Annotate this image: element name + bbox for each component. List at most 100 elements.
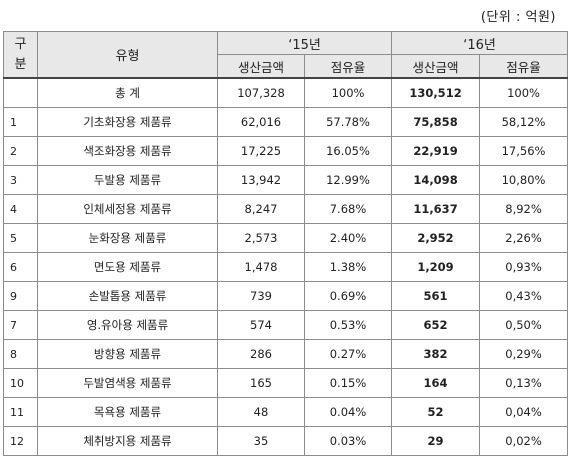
production-2015: 165: [217, 368, 305, 398]
gubun-header: 구 분: [3, 31, 38, 79]
row-number: 12: [3, 426, 38, 456]
year-2015-header: ‘15년: [216, 31, 393, 55]
share-2015: 12.99%: [303, 165, 393, 195]
production-2016: 652: [391, 310, 481, 340]
table-row: 3 두발용 제품류 13,942 12.99% 14,098 10,80%: [3, 165, 569, 195]
production-2016: 130,512: [391, 77, 481, 108]
product-type: 목욕용 제품류: [37, 397, 218, 427]
share-2015: 0.69%: [303, 281, 393, 311]
table-row: 12 체취방지용 제품류 35 0.03% 29 0,02%: [3, 426, 569, 456]
type-header: 유형: [37, 31, 218, 79]
production-2016: 1,209: [391, 252, 481, 282]
production-2015: 13,942: [217, 165, 305, 195]
row-number: 8: [3, 339, 38, 369]
share-2015: 0.53%: [303, 310, 393, 340]
production-2016: 29: [391, 426, 481, 456]
row-number: 4: [3, 194, 38, 224]
product-type: 손발톱용 제품류: [37, 281, 218, 311]
share-2016: 0,13%: [479, 368, 569, 398]
product-type: 체취방지용 제품류: [37, 426, 218, 456]
share-2015: 0.27%: [303, 339, 393, 369]
production-2015: 8,247: [217, 194, 305, 224]
share-2015: 0.15%: [303, 368, 393, 398]
share-2016-header: 점유율: [479, 54, 569, 79]
production-2015: 1,478: [217, 252, 305, 282]
prod-2016-header: 생산금액: [391, 54, 481, 79]
share-2016: 2,26%: [479, 223, 569, 253]
share-2016: 10,80%: [479, 165, 569, 195]
production-2015: 35: [217, 426, 305, 456]
production-2016: 14,098: [391, 165, 481, 195]
share-2016: 100%: [479, 77, 569, 108]
table-row: 11 목욕용 제품류 48 0.04% 52 0,04%: [3, 397, 569, 427]
production-2016: 75,858: [391, 107, 481, 137]
production-2015: 739: [217, 281, 305, 311]
share-2015: 2.40%: [303, 223, 393, 253]
product-type: 색조화장용 제품류: [37, 136, 218, 166]
row-number: 2: [3, 136, 38, 166]
table-row: 2 색조화장용 제품류 17,225 16.05% 22,919 17,56%: [3, 136, 569, 166]
share-2016: 58,12%: [479, 107, 569, 137]
product-type: 인체세정용 제품류: [37, 194, 218, 224]
table-row: 4 인체세정용 제품류 8,247 7.68% 11,637 8,92%: [3, 194, 569, 224]
share-2015: 0.03%: [303, 426, 393, 456]
table-row: 7 영.유아용 제품류 574 0.53% 652 0,50%: [3, 310, 569, 340]
table-row: 8 방향용 제품류 286 0.27% 382 0,29%: [3, 339, 569, 369]
product-type: 영.유아용 제품류: [37, 310, 218, 340]
production-2015: 286: [217, 339, 305, 369]
share-2016: 0,04%: [479, 397, 569, 427]
table-row: 10 두발염색용 제품류 165 0.15% 164 0,13%: [3, 368, 569, 398]
production-2015: 2,573: [217, 223, 305, 253]
share-2015: 57.78%: [303, 107, 393, 137]
production-2016: 2,952: [391, 223, 481, 253]
prod-2015-header: 생산금액: [217, 54, 305, 79]
table-row: 9 손발톱용 제품류 739 0.69% 561 0,43%: [3, 281, 569, 311]
row-number: 1: [3, 107, 38, 137]
production-2016: 382: [391, 339, 481, 369]
row-number: 11: [3, 397, 38, 427]
share-2015: 7.68%: [303, 194, 393, 224]
share-2015: 100%: [303, 77, 393, 108]
product-type: 두발용 제품류: [37, 165, 218, 195]
share-2015: 1.38%: [303, 252, 393, 282]
total-row: 총 계 107,328 100% 130,512 100%: [3, 77, 569, 108]
share-2016: 0,43%: [479, 281, 569, 311]
share-2016: 0,50%: [479, 310, 569, 340]
production-table: 구 분 유형 ‘15년 ‘16년 생산금액 점유율 생산금액 점유율 총 계 10…: [3, 31, 569, 456]
product-type: 면도용 제품류: [37, 252, 218, 282]
product-type: 두발염색용 제품류: [37, 368, 218, 398]
table-row: 1 기초화장용 제품류 62,016 57.78% 75,858 58,12%: [3, 107, 569, 137]
production-2015: 62,016: [217, 107, 305, 137]
production-2015: 107,328: [217, 77, 305, 108]
share-2015: 0.04%: [303, 397, 393, 427]
share-2016: 0,93%: [479, 252, 569, 282]
production-2016: 22,919: [391, 136, 481, 166]
production-2016: 164: [391, 368, 481, 398]
row-number: [3, 77, 38, 108]
production-2015: 574: [217, 310, 305, 340]
share-2015: 16.05%: [303, 136, 393, 166]
table-body: 총 계 107,328 100% 130,512 100% 1 기초화장용 제품류 62,01…: [3, 77, 569, 456]
product-type: 기초화장용 제품류: [37, 107, 218, 137]
row-number: 3: [3, 165, 38, 195]
production-2015: 17,225: [217, 136, 305, 166]
share-2016: 0,02%: [479, 426, 569, 456]
table-row: 5 눈화장용 제품류 2,573 2.40% 2,952 2,26%: [3, 223, 569, 253]
share-2016: 17,56%: [479, 136, 569, 166]
table-header: 구 분 유형 ‘15년 ‘16년 생산금액 점유율 생산금액 점유율: [3, 31, 569, 79]
row-number: 9: [3, 281, 38, 311]
row-number: 10: [3, 368, 38, 398]
production-2016: 561: [391, 281, 481, 311]
share-2016: 8,92%: [479, 194, 569, 224]
unit-label: (단위 : 억원): [480, 10, 556, 25]
gubun-bottom-label: 분: [14, 56, 27, 72]
table-row: 6 면도용 제품류 1,478 1.38% 1,209 0,93%: [3, 252, 569, 282]
production-2016: 11,637: [391, 194, 481, 224]
product-type: 눈화장용 제품류: [37, 223, 218, 253]
product-type: 총 계: [37, 77, 218, 108]
row-number: 7: [3, 310, 38, 340]
row-number: 6: [3, 252, 38, 282]
production-2016: 52: [391, 397, 481, 427]
share-2016: 0,29%: [479, 339, 569, 369]
product-type: 방향용 제품류: [37, 339, 218, 369]
